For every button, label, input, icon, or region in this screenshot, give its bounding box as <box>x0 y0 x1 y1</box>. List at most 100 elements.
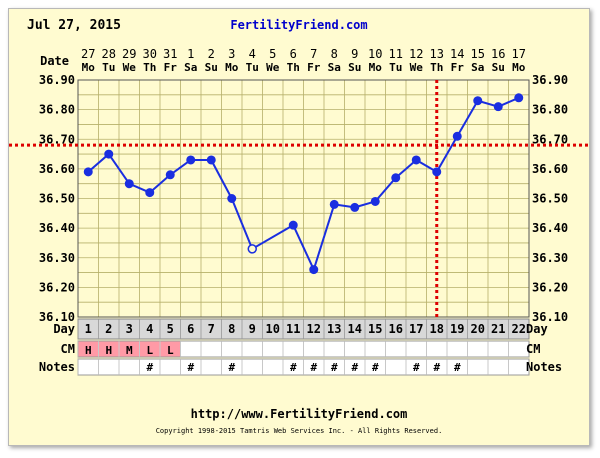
y-tick-label-left: 36.30 <box>39 251 75 265</box>
date-weekday: Mo <box>369 61 383 74</box>
notes-marker: # <box>290 361 297 374</box>
y-tick-label-right: 36.70 <box>532 132 568 146</box>
series-line-segment <box>230 198 254 250</box>
series-line-segment <box>210 159 233 199</box>
cycle-day-label: 17 <box>409 322 423 336</box>
cycle-day-label: 18 <box>430 322 444 336</box>
notes-marker: # <box>372 361 379 374</box>
series-line-segment <box>456 100 479 137</box>
y-tick-label-right: 36.40 <box>532 221 568 235</box>
series-line-segment <box>435 135 459 173</box>
site-title: FertilityFriend.com <box>230 18 367 32</box>
cycle-day-label: 22 <box>512 322 526 336</box>
temperature-point <box>432 167 442 177</box>
temperature-point <box>165 170 175 180</box>
date-header-row: Date 27Mo28Tu29We30Th31Fr1Sa2Su3Mo4Tu5We… <box>40 47 526 74</box>
date-day-of-month: 28 <box>102 47 116 61</box>
temperature-point <box>452 131 462 141</box>
date-day-of-month: 11 <box>389 47 403 61</box>
cm-cell-fill <box>140 341 160 357</box>
date-weekday: Su <box>492 61 505 74</box>
series-line-segment <box>251 224 294 250</box>
date-day-of-month: 31 <box>163 47 177 61</box>
series-line-segment <box>87 153 110 173</box>
date-day-of-month: 5 <box>269 47 276 61</box>
notes-marker: # <box>331 361 338 374</box>
footer-url: http://www.FertilityFriend.com <box>191 407 408 421</box>
notes-marker: # <box>228 361 235 374</box>
series-line-segment <box>149 174 171 194</box>
cycle-day-label: 12 <box>307 322 321 336</box>
series-line-segment <box>107 153 131 185</box>
date-day-of-month: 9 <box>351 47 358 61</box>
date-day-of-month: 2 <box>208 47 215 61</box>
temperature-point <box>329 199 339 209</box>
y-tick-label-left: 36.60 <box>39 162 75 176</box>
cycle-day-label: 8 <box>228 322 235 336</box>
temperature-point <box>206 155 216 165</box>
y-tick-label-left: 36.70 <box>39 132 75 146</box>
y-tick-label-left: 36.20 <box>39 280 75 294</box>
cycle-day-label: 16 <box>389 322 403 336</box>
temperature-point <box>411 155 421 165</box>
date-day-of-month: 3 <box>228 47 235 61</box>
cm-cell-fill <box>119 341 139 357</box>
y-tick-label-left: 36.40 <box>39 221 75 235</box>
y-tick-label-left: 36.50 <box>39 192 75 206</box>
temperature-point <box>473 96 483 106</box>
temperature-point <box>370 196 380 206</box>
date-day-of-month: 27 <box>81 47 95 61</box>
cm-row-label-left: CM <box>61 342 75 356</box>
date-day-of-month: 14 <box>450 47 464 61</box>
temperature-point <box>288 220 298 230</box>
temperature-point <box>227 194 237 203</box>
cm-value: M <box>126 344 133 357</box>
y-tick-label-left: 36.80 <box>39 103 75 117</box>
cycle-day-label: 19 <box>450 322 464 336</box>
notes-row: # # # # # # # # # # # Notes Notes <box>39 358 562 376</box>
cycle-day-label: 9 <box>249 322 256 336</box>
date-day-of-month: 6 <box>290 47 297 61</box>
temperature-point <box>350 202 360 212</box>
temperature-point <box>247 244 257 254</box>
cm-row-label-right: CM <box>526 342 540 356</box>
cycle-day-label: 2 <box>105 322 112 336</box>
cycle-day-label: 20 <box>471 322 485 336</box>
chart-date: Jul 27, 2015 <box>27 18 121 33</box>
y-tick-label-right: 36.60 <box>532 162 568 176</box>
y-tick-label-right: 36.90 <box>532 73 568 87</box>
y-tick-label-left: 36.90 <box>39 73 75 87</box>
series-line-segment <box>292 224 315 271</box>
date-day-of-month: 29 <box>122 47 136 61</box>
notes-row-label-right: Notes <box>526 360 562 374</box>
cycle-day-label: 15 <box>368 322 382 336</box>
temperature-series <box>83 93 524 275</box>
date-weekday: Tu <box>246 61 259 74</box>
notes-marker: # <box>187 361 194 374</box>
cm-value: L <box>167 344 174 357</box>
chart-background <box>9 9 589 445</box>
date-weekday: Fr <box>451 61 465 74</box>
cycle-day-label: 10 <box>266 322 280 336</box>
date-weekday: Mo <box>82 61 96 74</box>
temperature-point <box>145 188 155 198</box>
cycle-day-label: 11 <box>286 322 300 336</box>
chart-grid <box>77 79 530 318</box>
date-day-of-month: 17 <box>512 47 526 61</box>
fertility-chart: Jul 27, 2015 FertilityFriend.com Date 27… <box>9 9 589 445</box>
cycle-day-label: 4 <box>146 322 153 336</box>
date-weekday: Tu <box>102 61 115 74</box>
date-day-of-month: 15 <box>471 47 485 61</box>
date-weekday: Mo <box>225 61 239 74</box>
notes-marker: # <box>351 361 358 374</box>
cycle-day-label: 14 <box>348 322 362 336</box>
series-line-segment <box>395 159 417 179</box>
y-axis-right: 36.10 36.20 36.30 36.40 36.50 36.60 36.70 36.80… <box>532 73 568 324</box>
date-day-of-month: 10 <box>368 47 382 61</box>
y-tick-label-left: 36.10 <box>39 310 75 324</box>
temperature-point <box>83 167 93 177</box>
cycle-day-label: 21 <box>491 322 505 336</box>
cycle-day-label: 13 <box>327 322 341 336</box>
temperature-point <box>391 173 401 183</box>
